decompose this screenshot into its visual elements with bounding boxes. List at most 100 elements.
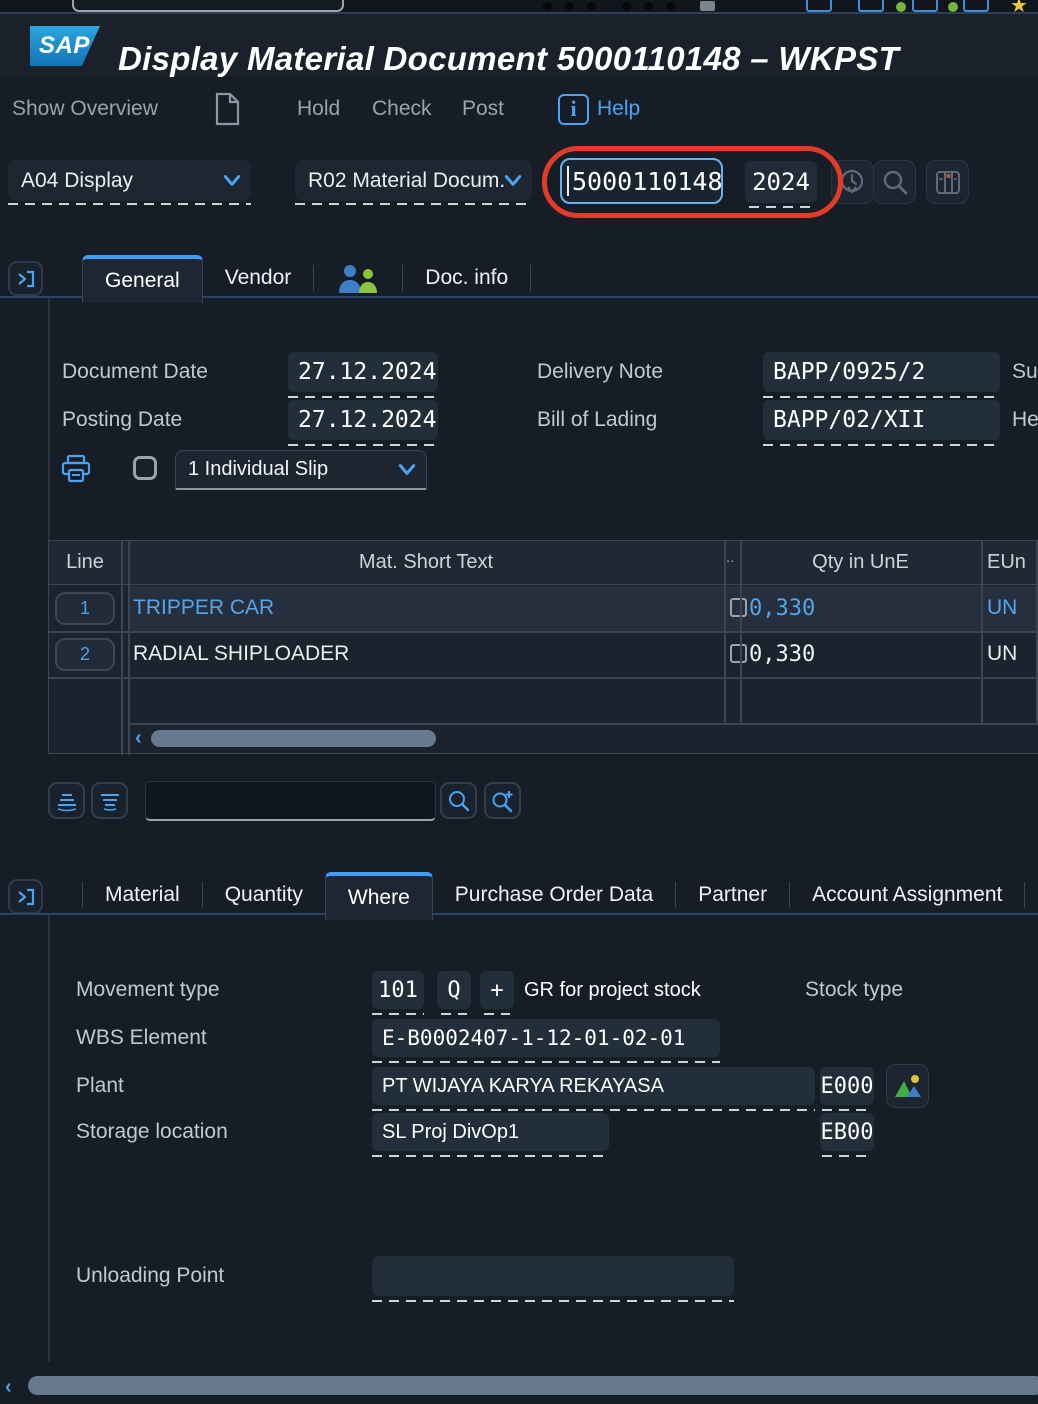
tab-purchase-order-data[interactable]: Purchase Order Data <box>454 883 654 906</box>
bill-of-lading-field[interactable]: BAPP/02/XII <box>763 400 1000 440</box>
col-line-header[interactable]: Line <box>66 551 104 573</box>
col-short-text-header[interactable]: Mat. Short Text <box>358 551 494 573</box>
special-stock-field[interactable]: Q <box>437 971 471 1009</box>
tabstrip-baseline <box>0 913 1038 915</box>
tab-partners-icon-button[interactable] <box>314 255 402 301</box>
doc-type-value: R02 Material Docum.. <box>308 168 504 192</box>
col-eun-header[interactable]: EUn <box>987 551 1026 573</box>
tab-separator <box>530 265 532 291</box>
document-date-field[interactable]: 27.12.2024 <box>288 352 438 392</box>
tab-partner[interactable]: Partner <box>698 883 768 906</box>
find-next-button[interactable] <box>484 782 521 819</box>
cell-qty[interactable]: 0,330 <box>749 642 816 667</box>
detail-tabstrip: Material Quantity Where Purchase Order D… <box>82 872 1026 920</box>
chrome-button[interactable] <box>700 1 715 11</box>
panel-border <box>48 298 50 540</box>
search-document-button[interactable] <box>873 160 916 204</box>
col-dots-header[interactable]: .. <box>726 549 735 566</box>
plant-overview-button[interactable] <box>886 1064 929 1108</box>
tab-doc-info[interactable]: Doc. info <box>425 266 509 289</box>
collapse-panel-button[interactable] <box>8 879 43 914</box>
underline <box>372 1155 609 1157</box>
tab-where[interactable]: Where <box>324 872 433 920</box>
search-input[interactable] <box>145 781 436 821</box>
tab-material[interactable]: Material <box>105 883 180 906</box>
cell-eun[interactable]: UN <box>987 642 1018 665</box>
table-row-selected[interactable] <box>129 586 1038 631</box>
line-number-button[interactable]: 2 <box>55 638 115 671</box>
tab-general[interactable]: General <box>82 255 203 303</box>
check-button[interactable]: Check <box>372 97 432 120</box>
table-scroll-left-button[interactable]: ‹ <box>135 727 142 749</box>
print-button[interactable] <box>60 454 92 489</box>
posting-date-field[interactable]: 27.12.2024 <box>288 400 438 440</box>
storage-location-field[interactable]: SL Proj DivOp1 <box>372 1113 609 1151</box>
sort-descending-icon <box>100 793 119 811</box>
column-divider <box>724 541 726 723</box>
movement-type-value: 101 <box>378 977 418 1003</box>
underline <box>484 1013 510 1015</box>
sort-descending-button[interactable] <box>91 782 128 819</box>
chrome-icon-button[interactable] <box>858 0 884 12</box>
cell-short-text[interactable]: RADIAL SHIPLOADER <box>133 642 350 665</box>
hold-button[interactable]: Hold <box>297 97 341 120</box>
table-header-row <box>49 541 1038 585</box>
col-qty-header[interactable]: Qty in UnE <box>812 551 909 573</box>
table-scrollbar-thumb[interactable] <box>151 730 436 747</box>
tab-account-assignment[interactable]: Account Assignment <box>812 883 1003 906</box>
cell-eun[interactable]: UN <box>987 596 1018 619</box>
material-document-input[interactable] <box>560 158 723 204</box>
doc-type-select[interactable]: R02 Material Docum.. <box>295 160 532 201</box>
scroll-left-button[interactable]: ‹ <box>5 1376 12 1398</box>
document-date-label: Document Date <box>62 360 208 383</box>
post-button[interactable]: Post <box>462 97 505 120</box>
print-checkbox[interactable] <box>133 456 157 480</box>
show-overview-button[interactable]: Show Overview <box>12 97 158 120</box>
chrome-status-dot <box>948 2 958 12</box>
title-bar: SAP Display Material Document 5000110148… <box>0 14 1038 77</box>
other-document-button[interactable] <box>831 160 874 204</box>
delivery-note-field[interactable]: BAPP/0925/2 <box>763 352 1000 392</box>
material-doc-year-field[interactable]: 2024 <box>745 161 817 203</box>
services-for-object-button[interactable] <box>926 160 969 204</box>
tabstrip-baseline <box>0 296 1038 298</box>
cell-checkbox[interactable] <box>730 644 747 663</box>
cell-qty[interactable]: 0,330 <box>749 596 816 621</box>
plant-name-field[interactable]: PT WIJAYA KARYA REKAYASA <box>372 1067 815 1105</box>
wbs-element-field[interactable]: E-B0002407-1-12-01-02-01 <box>372 1019 720 1057</box>
chrome-icon-button[interactable] <box>963 0 989 12</box>
tab-vendor[interactable]: Vendor <box>224 266 292 289</box>
sort-ascending-button[interactable] <box>48 782 85 819</box>
debit-credit-field[interactable]: + <box>480 971 514 1009</box>
line-number-button[interactable]: 1 <box>55 592 115 625</box>
tab-quantity[interactable]: Quantity <box>224 883 303 906</box>
unloading-point-field[interactable] <box>372 1256 734 1296</box>
find-button[interactable] <box>440 782 477 819</box>
posting-date-label: Posting Date <box>62 408 183 431</box>
header-tabstrip: General Vendor Doc. info <box>82 255 532 303</box>
bill-of-lading-label: Bill of Lading <box>537 408 658 431</box>
display-mode-select[interactable]: A04 Display <box>8 160 251 201</box>
collapse-panel-button[interactable] <box>8 261 43 296</box>
print-version-select[interactable]: 1 Individual Slip <box>175 450 427 490</box>
chrome-dot <box>622 2 631 11</box>
unloading-point-label: Unloading Point <box>76 1264 225 1287</box>
storage-location-label: Storage location <box>76 1120 228 1143</box>
chrome-icon-button[interactable] <box>912 0 938 12</box>
sort-ascending-icon <box>57 793 76 811</box>
storage-code-field[interactable]: EB00 <box>820 1113 874 1151</box>
help-button[interactable]: i Help <box>558 76 640 142</box>
chrome-icon-button[interactable] <box>806 0 832 12</box>
info-icon: i <box>558 93 589 125</box>
copy-document-button[interactable] <box>213 76 241 142</box>
horizontal-scrollbar-thumb[interactable] <box>28 1376 1038 1395</box>
cell-short-text[interactable]: TRIPPER CAR <box>133 596 275 619</box>
tab-separator <box>402 265 404 291</box>
movement-type-field[interactable]: 101 <box>372 971 424 1009</box>
plant-code-field[interactable]: E000 <box>820 1067 874 1105</box>
chrome-dot <box>543 2 552 11</box>
underline <box>822 1109 872 1111</box>
cell-checkbox[interactable] <box>730 598 747 617</box>
command-field[interactable] <box>72 0 344 12</box>
favorites-star-icon[interactable]: ★ <box>1010 0 1028 17</box>
